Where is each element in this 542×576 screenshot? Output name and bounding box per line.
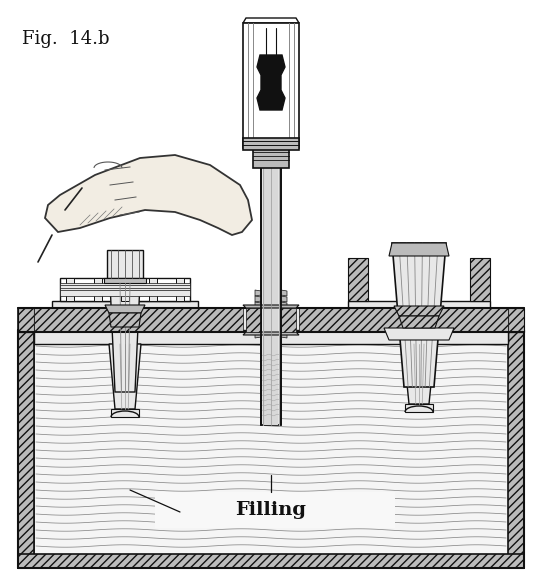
Bar (111, 409, 139, 417)
Polygon shape (281, 296, 287, 302)
Polygon shape (348, 258, 368, 301)
Polygon shape (281, 332, 287, 338)
Polygon shape (45, 155, 252, 235)
Polygon shape (384, 328, 454, 340)
Polygon shape (281, 320, 287, 326)
Polygon shape (18, 330, 34, 332)
Bar (243, 138, 299, 150)
Polygon shape (281, 314, 287, 320)
Polygon shape (508, 330, 524, 332)
Text: Filling: Filling (236, 501, 306, 519)
Bar (253, 148, 289, 168)
Bar (261, 160, 281, 425)
Bar (52, 301, 198, 313)
Polygon shape (255, 302, 261, 308)
Bar (149, 278, 157, 301)
Polygon shape (255, 314, 261, 320)
Bar (348, 301, 490, 313)
Polygon shape (281, 308, 296, 332)
Polygon shape (255, 296, 261, 302)
Polygon shape (281, 326, 287, 332)
Polygon shape (243, 18, 299, 23)
Bar (60, 285, 190, 291)
Polygon shape (110, 283, 140, 392)
Bar (60, 290, 190, 296)
Bar (66, 278, 74, 301)
Polygon shape (389, 243, 449, 256)
Bar (405, 404, 433, 412)
Polygon shape (299, 308, 508, 332)
Polygon shape (18, 330, 34, 568)
Bar (104, 278, 146, 283)
Bar (94, 278, 101, 301)
Bar (60, 283, 190, 289)
Polygon shape (255, 326, 261, 332)
Bar (60, 278, 190, 301)
Bar (264, 160, 278, 425)
Polygon shape (109, 313, 141, 327)
Bar (34, 330, 508, 342)
Polygon shape (399, 316, 439, 328)
Polygon shape (255, 332, 261, 338)
Polygon shape (243, 305, 299, 308)
Polygon shape (508, 308, 524, 332)
Polygon shape (281, 308, 287, 314)
Polygon shape (255, 320, 261, 326)
Polygon shape (281, 290, 287, 296)
Text: Fig.  14.b: Fig. 14.b (22, 30, 109, 48)
Polygon shape (109, 344, 141, 409)
Bar (121, 278, 129, 301)
Polygon shape (508, 330, 524, 568)
Polygon shape (392, 243, 446, 387)
Polygon shape (243, 332, 299, 335)
Polygon shape (255, 308, 261, 314)
Polygon shape (470, 258, 490, 301)
Bar (34, 330, 508, 344)
Bar (155, 492, 395, 528)
Polygon shape (246, 308, 261, 332)
Bar (34, 342, 508, 554)
Polygon shape (394, 306, 444, 316)
Polygon shape (18, 308, 34, 332)
Polygon shape (281, 302, 287, 308)
Bar (176, 278, 184, 301)
Bar (243, 23, 299, 148)
Polygon shape (34, 308, 243, 332)
Polygon shape (257, 55, 285, 110)
Polygon shape (18, 554, 524, 568)
Polygon shape (105, 305, 145, 313)
Polygon shape (255, 290, 261, 296)
Bar (60, 287, 190, 294)
Bar (107, 250, 143, 278)
Bar (18, 308, 524, 332)
Polygon shape (403, 344, 435, 404)
